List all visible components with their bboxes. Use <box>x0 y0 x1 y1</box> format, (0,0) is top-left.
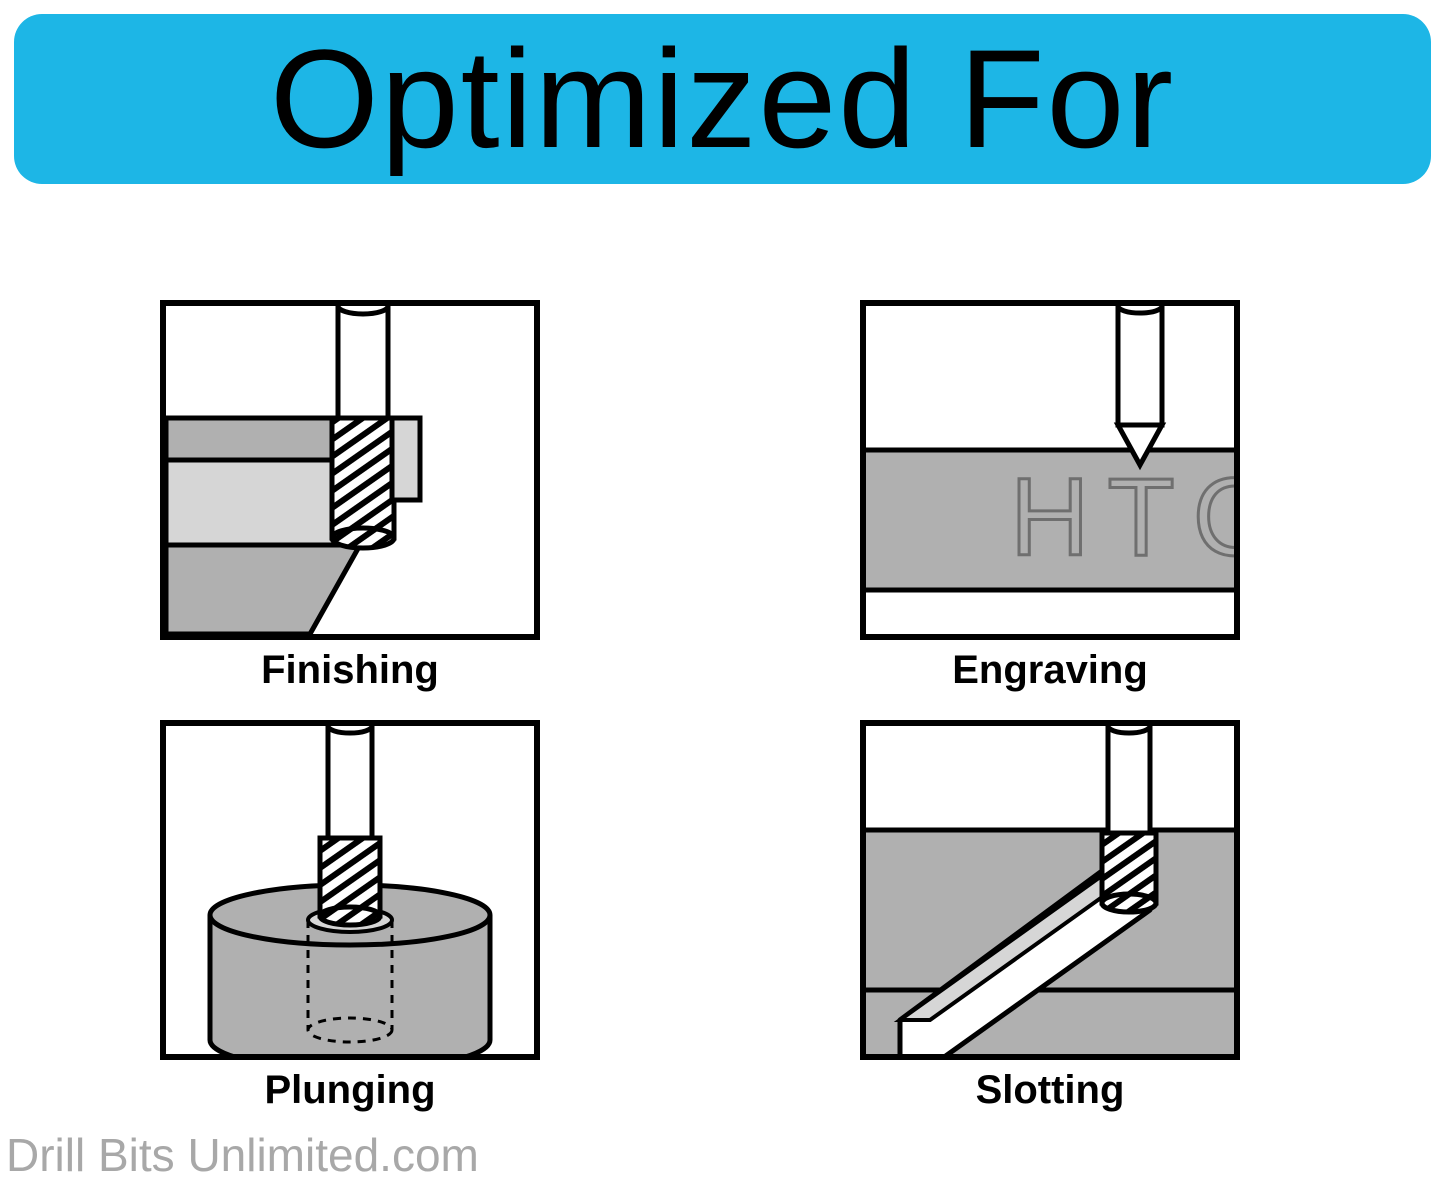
slotting-icon <box>860 720 1240 1060</box>
cell-slotting: Slotting <box>860 720 1240 1113</box>
finishing-label: Finishing <box>261 648 439 693</box>
watermark-text: Drill Bits Unlimited.com <box>6 1128 479 1182</box>
header-banner: Optimized For <box>14 14 1431 184</box>
slotting-label: Slotting <box>976 1068 1125 1113</box>
cell-plunging: Plunging <box>160 720 540 1113</box>
icon-grid: Finishing HTC Engraving <box>0 300 1445 1182</box>
cell-engraving: HTC Engraving <box>860 300 1240 693</box>
finishing-icon <box>160 300 540 640</box>
plunging-label: Plunging <box>264 1068 435 1113</box>
engraved-text: HTC <box>1010 456 1240 579</box>
plunging-icon <box>160 720 540 1060</box>
header-title: Optimized For <box>270 18 1175 180</box>
engraving-icon: HTC <box>860 300 1240 640</box>
engraving-label: Engraving <box>952 648 1148 693</box>
cell-finishing: Finishing <box>160 300 540 693</box>
